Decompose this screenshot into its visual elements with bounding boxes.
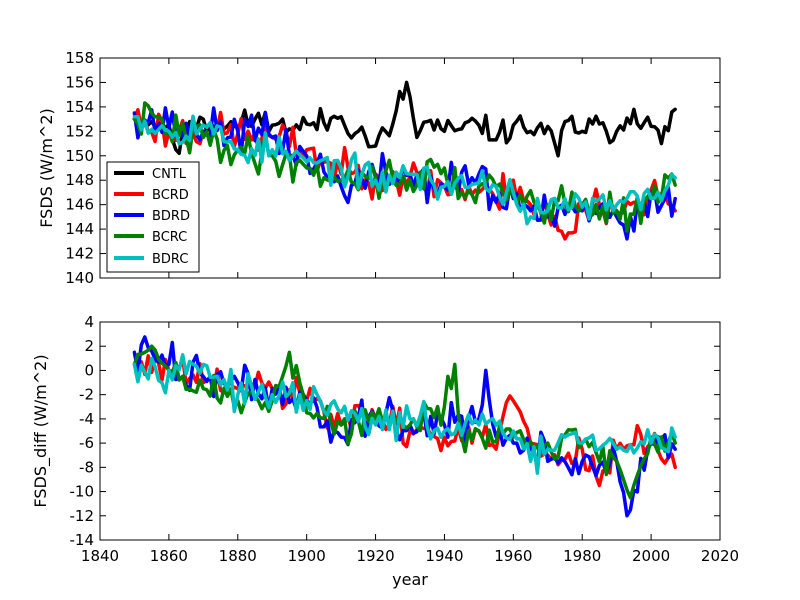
- top-ticks: 140 142 144 146 148 150 152 154 156 158: [65, 49, 721, 287]
- bottom-xlabel: year: [392, 570, 428, 589]
- y-tick-label: -6: [79, 434, 94, 452]
- y-tick-label: 4: [84, 313, 94, 331]
- legend-entry-cntl: CNTL: [114, 167, 187, 182]
- y-tick-label: 140: [65, 269, 94, 287]
- y-tick-label: 0: [84, 361, 94, 379]
- x-tick-label: 1920: [356, 547, 394, 565]
- x-tick-label: 1880: [219, 547, 257, 565]
- bottom-ticks: 1840 1860 1880 1900 1920 1940 1960 1980 2000 2020…: [70, 313, 740, 565]
- legend-entry-bdrd: BDRD: [114, 209, 190, 224]
- x-tick-label: 1860: [150, 547, 188, 565]
- legend-entry-bdrc: BDRC: [114, 252, 188, 267]
- y-tick-label: 158: [65, 49, 94, 67]
- y-tick-label: 148: [65, 171, 94, 189]
- y-tick-label: 142: [65, 245, 94, 263]
- y-tick-label: 154: [65, 98, 94, 116]
- top-series-group: [132, 80, 677, 241]
- legend: CNTL BCRD BDRD BCRC BDRC: [106, 161, 200, 273]
- legend-entry-bcrc: BCRC: [114, 230, 187, 245]
- x-tick-label: 1840: [81, 547, 119, 565]
- legend-label: CNTL: [152, 167, 187, 182]
- top-panel: 140 142 144 146 148 150 152 154 156 158 FSDS (W/m…: [37, 49, 721, 287]
- x-tick-label: 1980: [563, 547, 601, 565]
- x-tick-label: 2000: [632, 547, 670, 565]
- legend-label: BCRD: [152, 188, 189, 203]
- x-tick-label: 2020: [701, 547, 739, 565]
- y-tick-label: -4: [79, 410, 94, 428]
- series-line-bdrc: [132, 353, 677, 475]
- top-axes-frame: [99, 57, 721, 279]
- y-tick-label: 2: [84, 337, 94, 355]
- bottom-ylabel: FSDS_diff (W/m^2): [31, 354, 51, 507]
- y-tick-label: -2: [79, 386, 94, 404]
- y-tick-label: 156: [65, 73, 94, 91]
- y-tick-label: -8: [79, 458, 94, 476]
- legend-entry-bcrd: BCRD: [114, 188, 189, 203]
- legend-label: BDRC: [152, 252, 188, 267]
- bottom-panel: 1840 1860 1880 1900 1920 1940 1960 1980 2000 2020…: [31, 313, 739, 589]
- y-tick-label: 146: [65, 196, 94, 214]
- series-line-bdrc: [132, 114, 677, 226]
- y-tick-label: 144: [65, 220, 94, 238]
- series-line-bcrc: [132, 101, 677, 233]
- y-tick-label: 150: [65, 147, 94, 165]
- legend-label: BDRD: [152, 209, 190, 224]
- legend-label: BCRC: [152, 230, 187, 245]
- x-tick-label: 1960: [494, 547, 532, 565]
- y-tick-label: -14: [70, 531, 95, 549]
- y-tick-label: 152: [65, 122, 94, 140]
- y-tick-label: -10: [70, 483, 95, 501]
- x-tick-label: 1940: [425, 547, 463, 565]
- x-tick-label: 1900: [288, 547, 326, 565]
- top-ylabel: FSDS (W/m^2): [37, 108, 56, 228]
- y-tick-label: -12: [70, 507, 95, 525]
- bottom-axes-frame: [99, 321, 721, 541]
- bottom-series-group: [132, 335, 677, 518]
